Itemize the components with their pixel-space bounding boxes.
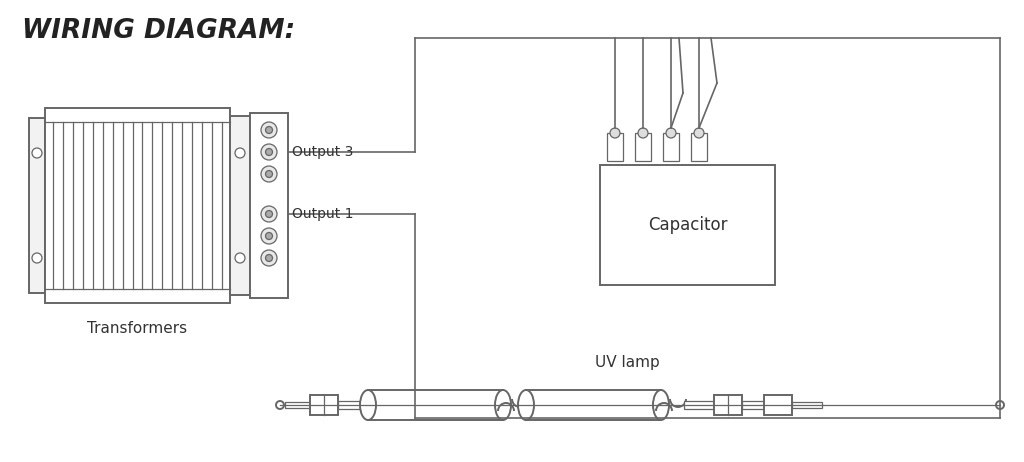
Circle shape [666, 128, 676, 138]
Ellipse shape [653, 390, 669, 420]
Ellipse shape [360, 390, 376, 420]
Circle shape [234, 148, 245, 158]
Bar [338, 401, 368, 409]
Bar [684, 401, 714, 409]
Circle shape [261, 228, 278, 244]
Circle shape [276, 401, 284, 409]
Circle shape [638, 128, 648, 138]
Bar [742, 401, 764, 409]
Circle shape [261, 122, 278, 138]
Circle shape [265, 255, 272, 261]
Circle shape [996, 401, 1004, 409]
Circle shape [265, 232, 272, 239]
Circle shape [265, 170, 272, 177]
Bar [285, 402, 310, 408]
Bar [600, 165, 775, 285]
Bar [691, 133, 707, 161]
Ellipse shape [518, 390, 534, 420]
Circle shape [265, 148, 272, 156]
Text: Output 3: Output 3 [292, 145, 353, 159]
Text: Transformers: Transformers [87, 321, 187, 336]
Bar [310, 395, 338, 415]
Bar [714, 395, 742, 415]
Text: Output 1: Output 1 [292, 207, 353, 221]
Circle shape [261, 144, 278, 160]
Text: WIRING DIAGRAM:: WIRING DIAGRAM: [22, 18, 295, 44]
Circle shape [265, 127, 272, 134]
Bar [230, 116, 250, 295]
Bar [368, 390, 503, 420]
Circle shape [261, 206, 278, 222]
Bar [29, 118, 45, 293]
Bar [45, 108, 230, 303]
Circle shape [265, 211, 272, 218]
Bar [663, 133, 679, 161]
Circle shape [32, 148, 42, 158]
Text: Capacitor: Capacitor [648, 216, 727, 234]
Circle shape [261, 250, 278, 266]
Bar [526, 390, 662, 420]
Circle shape [610, 128, 620, 138]
Circle shape [261, 166, 278, 182]
Bar [792, 402, 822, 408]
Circle shape [694, 128, 705, 138]
Bar [635, 133, 651, 161]
Bar [250, 113, 288, 298]
Circle shape [32, 253, 42, 263]
Bar [607, 133, 623, 161]
Bar [764, 395, 792, 415]
Text: UV lamp: UV lamp [595, 355, 659, 370]
Circle shape [234, 253, 245, 263]
Ellipse shape [495, 390, 511, 420]
